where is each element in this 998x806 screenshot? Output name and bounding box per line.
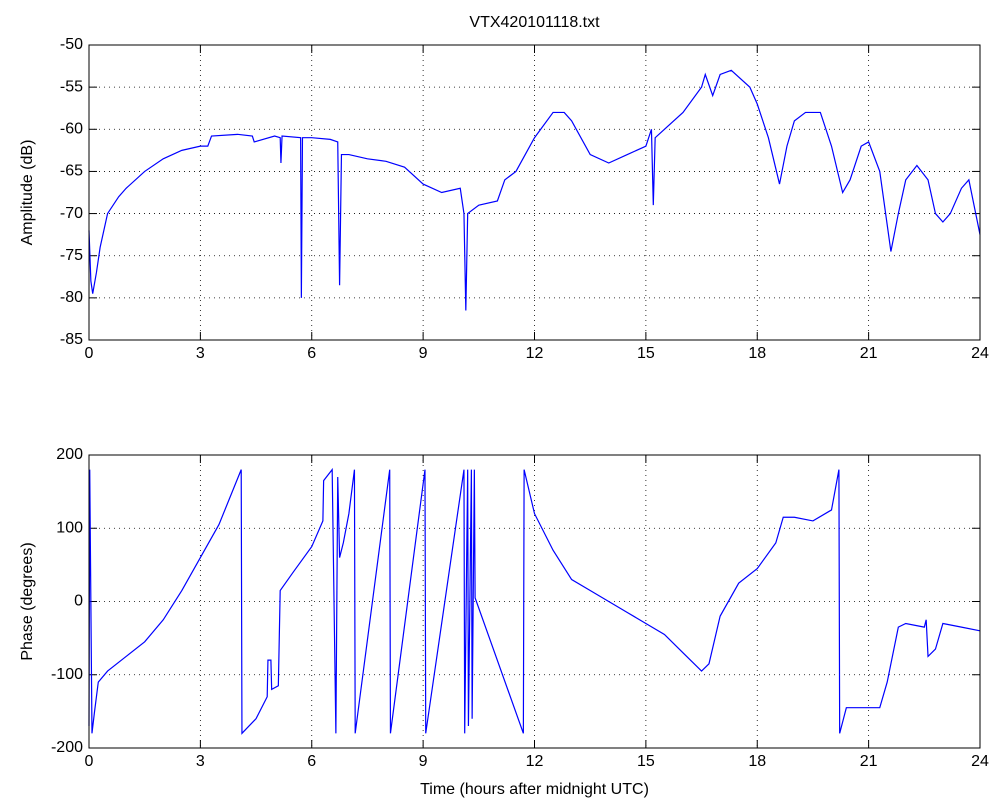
x-tick-label: 9 (419, 345, 428, 362)
y-tick-label: -200 (51, 739, 83, 756)
x-tick-label: 0 (85, 345, 94, 362)
x-tick-label: 9 (419, 753, 428, 770)
chart-title: VTX420101118.txt (469, 14, 600, 31)
y-tick-label: -55 (60, 78, 83, 95)
y-axis-label: Amplitude (dB) (19, 140, 36, 246)
x-tick-label: 3 (196, 753, 205, 770)
x-tick-label: 6 (307, 345, 316, 362)
x-tick-label: 18 (748, 345, 766, 362)
x-tick-label: 3 (196, 345, 205, 362)
x-tick-label: 12 (526, 753, 544, 770)
y-tick-label: -100 (51, 666, 83, 683)
y-tick-label: 0 (74, 593, 83, 610)
x-tick-label: 21 (860, 753, 878, 770)
x-tick-label: 21 (860, 345, 878, 362)
y-tick-label: 200 (56, 446, 83, 463)
y-tick-label: -80 (60, 289, 83, 306)
x-axis-label: Time (hours after midnight UTC) (420, 781, 649, 798)
plot-frame (88, 454, 981, 749)
y-tick-label: -65 (60, 163, 83, 180)
x-tick-label: 18 (748, 753, 766, 770)
plot-frame (88, 44, 981, 341)
x-tick-label: 24 (971, 753, 989, 770)
data-line (88, 467, 981, 735)
x-tick-label: 6 (307, 753, 316, 770)
x-tick-label: 15 (637, 753, 655, 770)
data-line (88, 69, 981, 311)
y-tick-label: -60 (60, 121, 83, 138)
y-tick-label: -70 (60, 205, 83, 222)
x-tick-label: 24 (971, 345, 989, 362)
x-tick-label: 15 (637, 345, 655, 362)
y-tick-label: -50 (60, 36, 83, 53)
y-axis-label: Phase (degrees) (19, 542, 36, 660)
y-tick-label: -75 (60, 247, 83, 264)
x-tick-label: 12 (526, 345, 544, 362)
y-tick-label: -85 (60, 331, 83, 348)
y-tick-label: 100 (56, 519, 83, 536)
x-tick-label: 0 (85, 753, 94, 770)
